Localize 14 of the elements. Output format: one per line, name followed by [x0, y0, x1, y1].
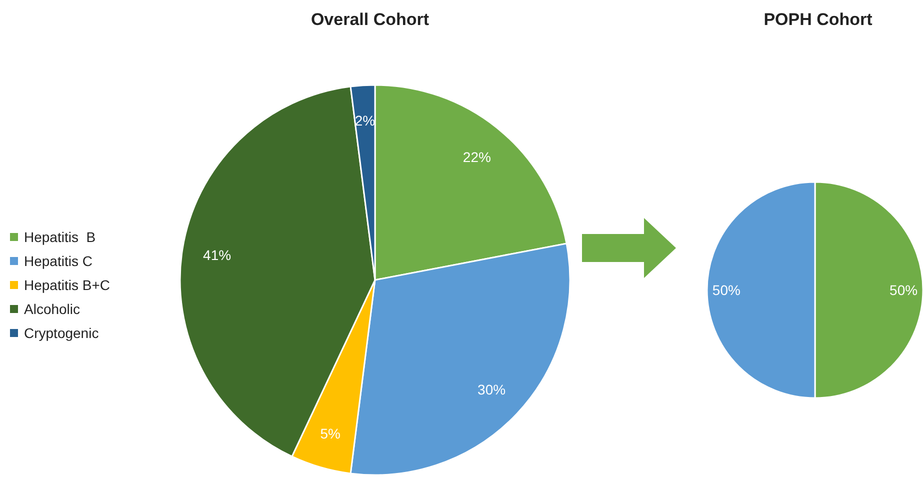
legend-label: Hepatitis B+C	[24, 276, 110, 295]
legend-label: Hepatitis C	[24, 252, 92, 271]
data-label: 30%	[478, 381, 506, 398]
legend-label: Hepatitis B	[24, 228, 96, 247]
legend-label: Cryptogenic	[24, 324, 99, 343]
data-label: 41%	[203, 246, 232, 263]
data-label: 50%	[712, 282, 740, 298]
data-label: 5%	[320, 426, 341, 442]
data-label: 2%	[354, 112, 376, 128]
data-label: 22%	[462, 148, 491, 165]
chart-title: POPH Cohort	[762, 10, 874, 30]
legend-label: Alcoholic	[24, 300, 80, 319]
chart-title: Overall Cohort	[310, 10, 430, 30]
data-label: 50%	[890, 282, 918, 298]
